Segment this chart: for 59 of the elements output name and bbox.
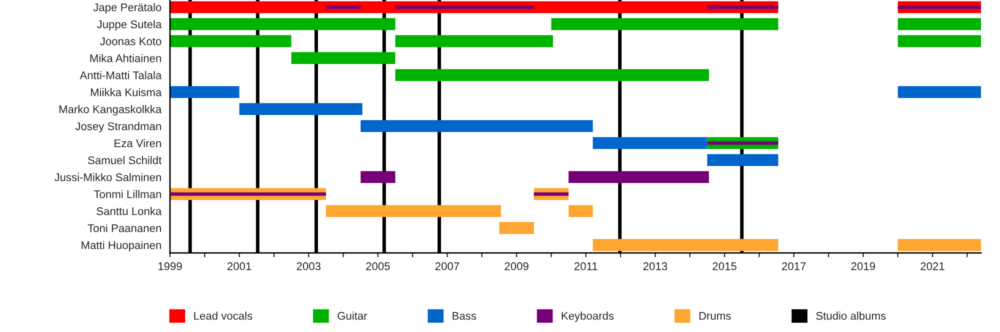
y-tick-label: Santtu Lonka xyxy=(96,206,162,216)
x-tick-label: 2017 xyxy=(782,262,806,270)
legend-label: Studio albums xyxy=(816,312,886,320)
x-tick-label: 2007 xyxy=(435,262,460,270)
bar xyxy=(592,239,778,251)
bar xyxy=(707,154,778,166)
bar xyxy=(898,18,981,30)
y-tick-label: Juppe Sutela xyxy=(96,20,162,30)
x-tick-label: 2015 xyxy=(712,262,736,270)
y-tick-label: Jussi-Mikko Salminen xyxy=(54,173,161,182)
x-tick-label: 2001 xyxy=(228,262,252,270)
bar xyxy=(592,137,708,150)
bar xyxy=(568,205,593,217)
y-tick-label: Jape Perätalo xyxy=(93,3,162,14)
legend-label: Keyboards xyxy=(562,312,614,322)
x-tick-label: 2003 xyxy=(296,262,321,270)
bar xyxy=(170,18,396,30)
legend-label: Drums xyxy=(699,312,731,320)
x-tick-label: 2021 xyxy=(920,262,944,270)
y-tick-label: Tonmi Lillman xyxy=(94,190,161,198)
bar xyxy=(499,222,534,234)
y-tick-label: Antti-Matti Talala xyxy=(80,71,162,80)
bar xyxy=(898,86,981,98)
bar xyxy=(707,5,778,9)
legend-label: Guitar xyxy=(338,312,368,320)
y-tick-label: Joonas Koto xyxy=(100,38,162,46)
y-tick-label: Josey Strandman xyxy=(75,122,161,132)
bar xyxy=(326,5,361,9)
y-tick-label: Samuel Schildt xyxy=(88,156,162,164)
y-tick-label: Matti Huopainen xyxy=(82,240,161,252)
bar xyxy=(551,18,778,30)
x-tick-label: 2013 xyxy=(643,262,668,270)
x-tick-label: 2011 xyxy=(574,262,598,270)
x-tick-label: 2005 xyxy=(366,262,390,270)
x-tick-label: 2009 xyxy=(504,262,528,270)
x-tick-label: 1999 xyxy=(158,262,182,270)
bar xyxy=(395,5,534,9)
bar xyxy=(170,35,292,48)
bar xyxy=(239,103,362,116)
y-tick-label: Marko Kangaskolkka xyxy=(59,105,162,116)
y-tick-label: Eza Viren xyxy=(114,139,161,148)
y-tick-label: Toni Paananen xyxy=(88,224,161,232)
x-tick-label: 2019 xyxy=(851,262,875,270)
bar xyxy=(326,205,501,217)
bar xyxy=(395,35,553,48)
bar xyxy=(898,239,981,251)
legend-label: Lead vocals xyxy=(194,312,252,320)
legend-label: Bass xyxy=(452,312,476,320)
bar xyxy=(360,120,593,132)
y-tick-label: Mika Ahtiainen xyxy=(90,54,161,62)
bar xyxy=(898,5,981,9)
bar xyxy=(360,171,396,183)
bar xyxy=(568,171,709,183)
bar xyxy=(898,35,981,48)
bar xyxy=(170,86,240,98)
bar xyxy=(291,52,396,64)
y-tick-label: Miikka Kuisma xyxy=(90,88,162,96)
bar xyxy=(707,141,778,145)
bar xyxy=(395,69,709,82)
